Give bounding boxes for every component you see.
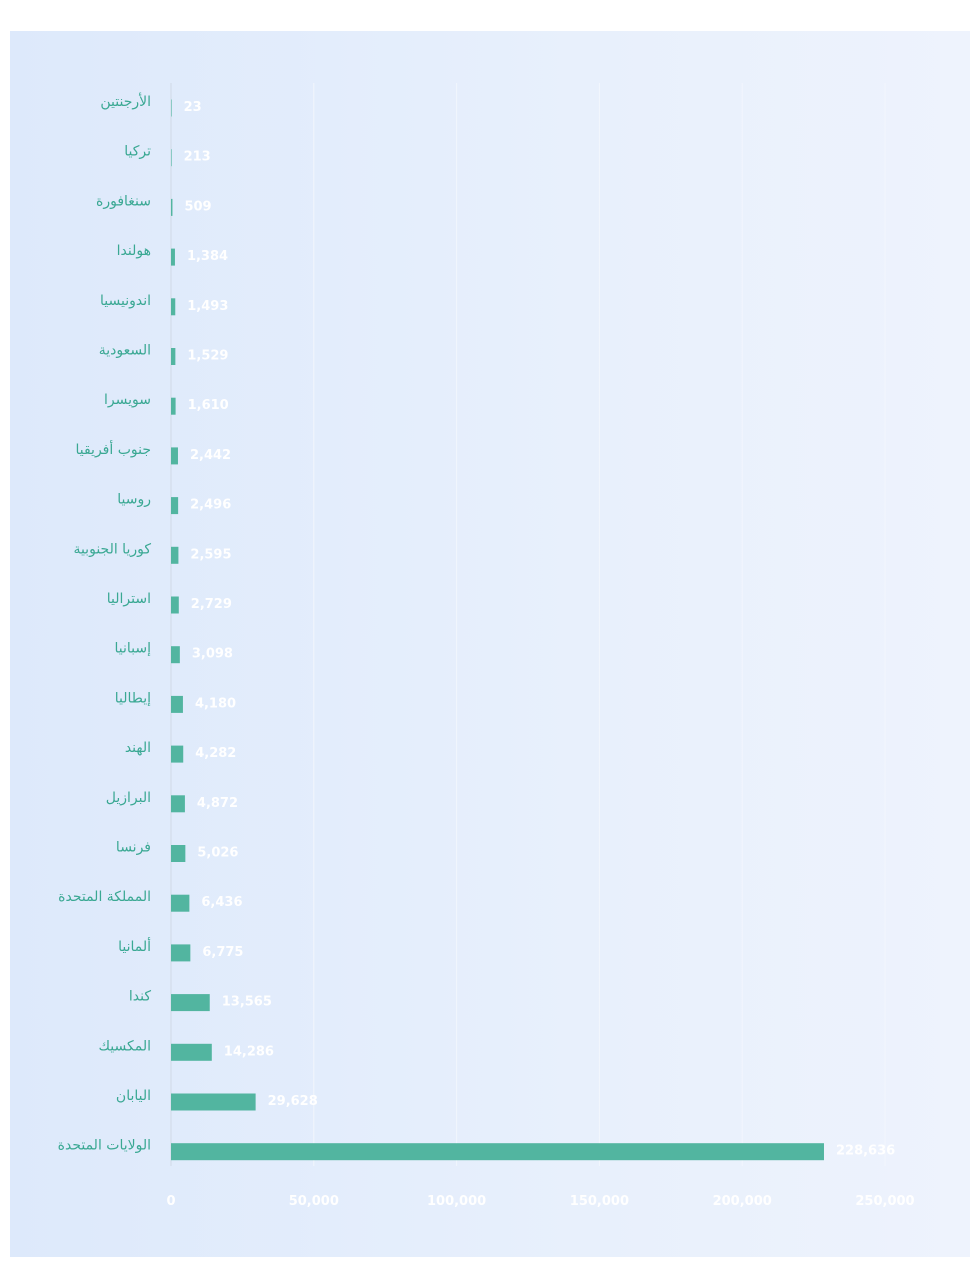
category-label-14: البرازيل xyxy=(106,790,151,806)
bar-20 xyxy=(171,1093,256,1111)
bar-4 xyxy=(171,298,176,316)
value-label-15: 5,026 xyxy=(197,846,238,861)
category-label-0: الأرجنتين xyxy=(100,92,151,110)
value-label-9: 2,595 xyxy=(190,547,231,562)
category-label-15: فرنسا xyxy=(116,840,151,856)
x-tick-label-4: 200,000 xyxy=(713,1194,772,1209)
category-label-12: إيطاليا xyxy=(115,690,151,706)
value-label-19: 14,286 xyxy=(224,1044,274,1059)
gridlines xyxy=(170,83,886,1166)
value-label-5: 1,529 xyxy=(187,349,228,364)
value-label-2: 509 xyxy=(184,199,211,214)
bar-13 xyxy=(171,745,184,763)
bar-5 xyxy=(171,348,176,365)
x-axis-ticks: 0 50,000 100,000 150,000 200,000 250,000 xyxy=(166,1194,914,1209)
bar-14 xyxy=(171,795,185,813)
value-label-4: 1,493 xyxy=(187,299,228,314)
bar-6 xyxy=(171,397,176,415)
category-label-16: المملكة المتحدة xyxy=(58,889,151,905)
category-label-1: تركيا xyxy=(124,144,151,160)
value-label-20: 29,628 xyxy=(268,1094,318,1109)
category-label-7: جنوب أفريقيا xyxy=(75,440,151,458)
value-label-6: 1,610 xyxy=(188,398,229,413)
category-labels: الأرجنتين تركيا سنغافورة هولندا اندونيسيا الس… xyxy=(58,92,152,1154)
bar-1 xyxy=(171,149,172,167)
value-label-7: 2,442 xyxy=(190,448,231,463)
category-label-9: كوريا الجنوبية xyxy=(73,541,151,557)
category-label-17: ألمانيا xyxy=(118,937,151,955)
value-label-8: 2,496 xyxy=(190,498,231,513)
x-tick-label-5: 250,000 xyxy=(855,1194,914,1209)
bar-12 xyxy=(171,695,183,713)
x-tick-label-1: 50,000 xyxy=(289,1194,339,1209)
category-label-18: كندا xyxy=(129,989,151,1005)
bar-3 xyxy=(171,248,175,266)
value-labels: 23 213 509 1,384 1,493 1,529 1,610 2,442 2,496 2,… xyxy=(184,100,896,1159)
value-label-17: 6,775 xyxy=(202,945,243,960)
bar-chart: الأرجنتين تركيا سنغافورة هولندا اندونيسيا الس… xyxy=(58,83,915,1209)
bars xyxy=(171,99,824,1161)
category-label-10: استراليا xyxy=(107,591,151,607)
value-label-0: 23 xyxy=(184,100,202,115)
category-label-6: سويسرا xyxy=(104,392,151,408)
bar-11 xyxy=(171,646,180,664)
x-tick-label-2: 100,000 xyxy=(427,1194,486,1209)
category-label-3: هولندا xyxy=(117,243,151,259)
bar-10 xyxy=(171,596,179,614)
bar-18 xyxy=(171,994,210,1012)
bar-21 xyxy=(171,1143,824,1161)
category-label-2: سنغافورة xyxy=(96,193,151,209)
chart-panel: الأرجنتين تركيا سنغافورة هولندا اندونيسيا الس… xyxy=(10,31,970,1257)
bar-0 xyxy=(171,99,172,117)
value-label-10: 2,729 xyxy=(191,597,232,612)
category-label-4: اندونيسيا xyxy=(100,293,151,309)
bar-17 xyxy=(171,944,191,962)
value-label-13: 4,282 xyxy=(195,746,236,761)
category-label-8: روسيا xyxy=(117,492,151,508)
category-label-13: الهند xyxy=(125,740,151,756)
bar-8 xyxy=(171,497,179,515)
bar-2 xyxy=(171,198,173,216)
category-label-21: الولايات المتحدة xyxy=(58,1138,151,1154)
value-label-3: 1,384 xyxy=(187,249,228,264)
value-label-1: 213 xyxy=(184,150,211,165)
value-label-14: 4,872 xyxy=(197,796,238,811)
value-label-12: 4,180 xyxy=(195,696,236,711)
value-label-16: 6,436 xyxy=(201,895,242,910)
x-tick-label-0: 0 xyxy=(166,1194,175,1209)
bar-15 xyxy=(171,845,186,862)
value-label-18: 13,565 xyxy=(222,995,272,1010)
category-label-19: المكسيك xyxy=(99,1038,152,1054)
bar-9 xyxy=(171,546,179,564)
value-label-21: 228,636 xyxy=(836,1144,895,1159)
bar-7 xyxy=(171,447,178,465)
x-tick-label-3: 150,000 xyxy=(570,1194,629,1209)
bar-16 xyxy=(171,894,190,912)
category-label-11: إسبانيا xyxy=(115,641,152,657)
bar-19 xyxy=(171,1043,212,1061)
category-label-20: اليابان xyxy=(116,1088,151,1104)
category-label-5: السعودية xyxy=(99,343,151,359)
value-label-11: 3,098 xyxy=(192,647,233,662)
